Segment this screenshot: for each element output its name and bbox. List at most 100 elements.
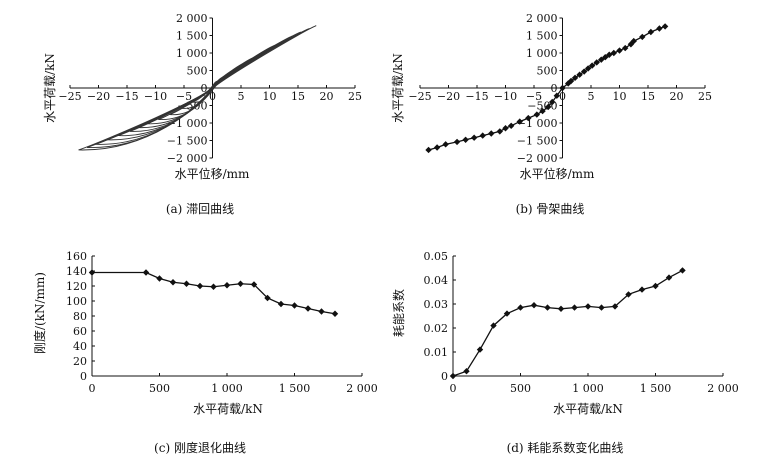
- x-tick-label: −5: [176, 90, 192, 103]
- data-point: [502, 125, 509, 132]
- data-point: [545, 103, 552, 111]
- data-point: [567, 77, 575, 85]
- data-point: [656, 25, 663, 32]
- y-tick-label: 0.04: [424, 274, 449, 287]
- y-tick-label: 60: [73, 325, 87, 338]
- data-point: [616, 47, 623, 54]
- data-point: [622, 44, 629, 52]
- data-point: [588, 62, 596, 69]
- data-point: [196, 282, 204, 290]
- x-tick-label: 25: [348, 90, 362, 103]
- x-tick-label: −25: [408, 90, 431, 103]
- data-point: [156, 275, 163, 282]
- x-tick-label: 15: [641, 90, 655, 103]
- x-tick-label: −10: [144, 90, 167, 103]
- x-tick-label: 2 000: [346, 382, 378, 395]
- data-point: [210, 283, 217, 290]
- data-point: [508, 122, 515, 129]
- data-point: [88, 269, 96, 276]
- y-tick-label: 0.02: [424, 322, 449, 335]
- data-point: [277, 300, 285, 308]
- x-tick-label: −20: [437, 90, 460, 103]
- x-tick-label: 0: [89, 382, 96, 395]
- data-point: [544, 304, 551, 311]
- data-point: [665, 274, 673, 281]
- x-tick-label: 1 500: [640, 382, 672, 395]
- panel-caption: (c) 刚度退化曲线: [154, 440, 246, 455]
- x-tick-label: 10: [263, 90, 277, 103]
- data-point: [576, 71, 583, 78]
- data-point: [490, 322, 497, 329]
- y-tick-label: 20: [73, 355, 87, 368]
- data-point: [610, 49, 617, 57]
- data-point: [516, 118, 523, 125]
- y-axis-title: 水平荷载/kN: [43, 53, 57, 123]
- data-point: [661, 23, 669, 30]
- y-tick-label: 120: [66, 280, 87, 293]
- data-point: [503, 310, 511, 317]
- data-point: [264, 294, 271, 302]
- data-point: [571, 74, 579, 82]
- data-point: [453, 138, 461, 146]
- data-point: [462, 136, 469, 143]
- data-point: [517, 304, 524, 311]
- data-point: [318, 308, 325, 315]
- data-point: [479, 132, 486, 139]
- series-line: [452, 269, 683, 377]
- y-axis-title: 水平荷载/kN: [391, 53, 405, 123]
- data-point: [183, 280, 190, 287]
- data-point: [470, 134, 478, 141]
- panel-caption: (a) 滞回曲线: [166, 202, 234, 216]
- y-tick-label: 1 000: [526, 47, 558, 60]
- x-tick-label: −25: [58, 90, 81, 103]
- data-point: [433, 144, 441, 151]
- data-point: [539, 107, 546, 115]
- y-tick-label: 0.03: [424, 298, 449, 311]
- data-point: [638, 286, 646, 293]
- y-tick-label: 0: [551, 82, 558, 95]
- data-point: [549, 98, 556, 106]
- panel-a-hysteresis: −25 −20 −15 −10 −5 0 5 10 15 20 25 2 000 1 500 1 000 5…: [43, 12, 362, 216]
- data-point: [449, 372, 457, 380]
- data-point: [463, 368, 470, 375]
- data-point: [602, 54, 609, 61]
- data-point: [142, 269, 150, 276]
- y-tick-label: 500: [537, 65, 558, 78]
- x-tick-label: 15: [291, 90, 305, 103]
- data-point: [530, 302, 538, 309]
- data-point: [331, 310, 339, 317]
- x-tick-label: 0: [559, 90, 566, 103]
- x-tick-label: 500: [149, 382, 170, 395]
- x-tick-label: 20: [670, 90, 684, 103]
- data-point: [639, 33, 646, 41]
- y-tick-label: 1 500: [526, 30, 558, 43]
- data-point: [611, 303, 619, 310]
- data-point: [496, 128, 503, 135]
- y-tick-label: 0: [201, 82, 208, 95]
- x-axis-title: 水平位移/mm: [520, 166, 595, 181]
- data-point: [580, 68, 588, 75]
- data-point: [630, 37, 637, 45]
- data-point: [488, 130, 495, 137]
- data-point: [557, 305, 565, 312]
- data-point: [250, 281, 258, 288]
- y-tick-label: 2 000: [526, 12, 558, 25]
- y-tick-label: 1 500: [176, 30, 208, 43]
- data-point: [598, 304, 605, 311]
- x-axis-title: 水平荷载/kN: [553, 402, 623, 416]
- x-tick-label: −5: [526, 90, 542, 103]
- y-tick-label: 140: [66, 265, 87, 278]
- data-point: [525, 114, 532, 122]
- y-tick-label: 500: [187, 65, 208, 78]
- y-tick-label: 0: [441, 370, 448, 383]
- y-tick-label: −2 000: [517, 152, 558, 165]
- x-tick-label: 1 000: [211, 382, 243, 395]
- data-point: [304, 305, 312, 312]
- x-tick-label: 5: [588, 90, 595, 103]
- y-tick-label: 1 000: [176, 47, 208, 60]
- y-tick-label: −1 500: [167, 135, 208, 148]
- data-point: [625, 291, 632, 298]
- y-tick-label: 0.01: [424, 346, 449, 359]
- x-tick-label: 5: [238, 90, 245, 103]
- x-tick-label: 10: [613, 90, 627, 103]
